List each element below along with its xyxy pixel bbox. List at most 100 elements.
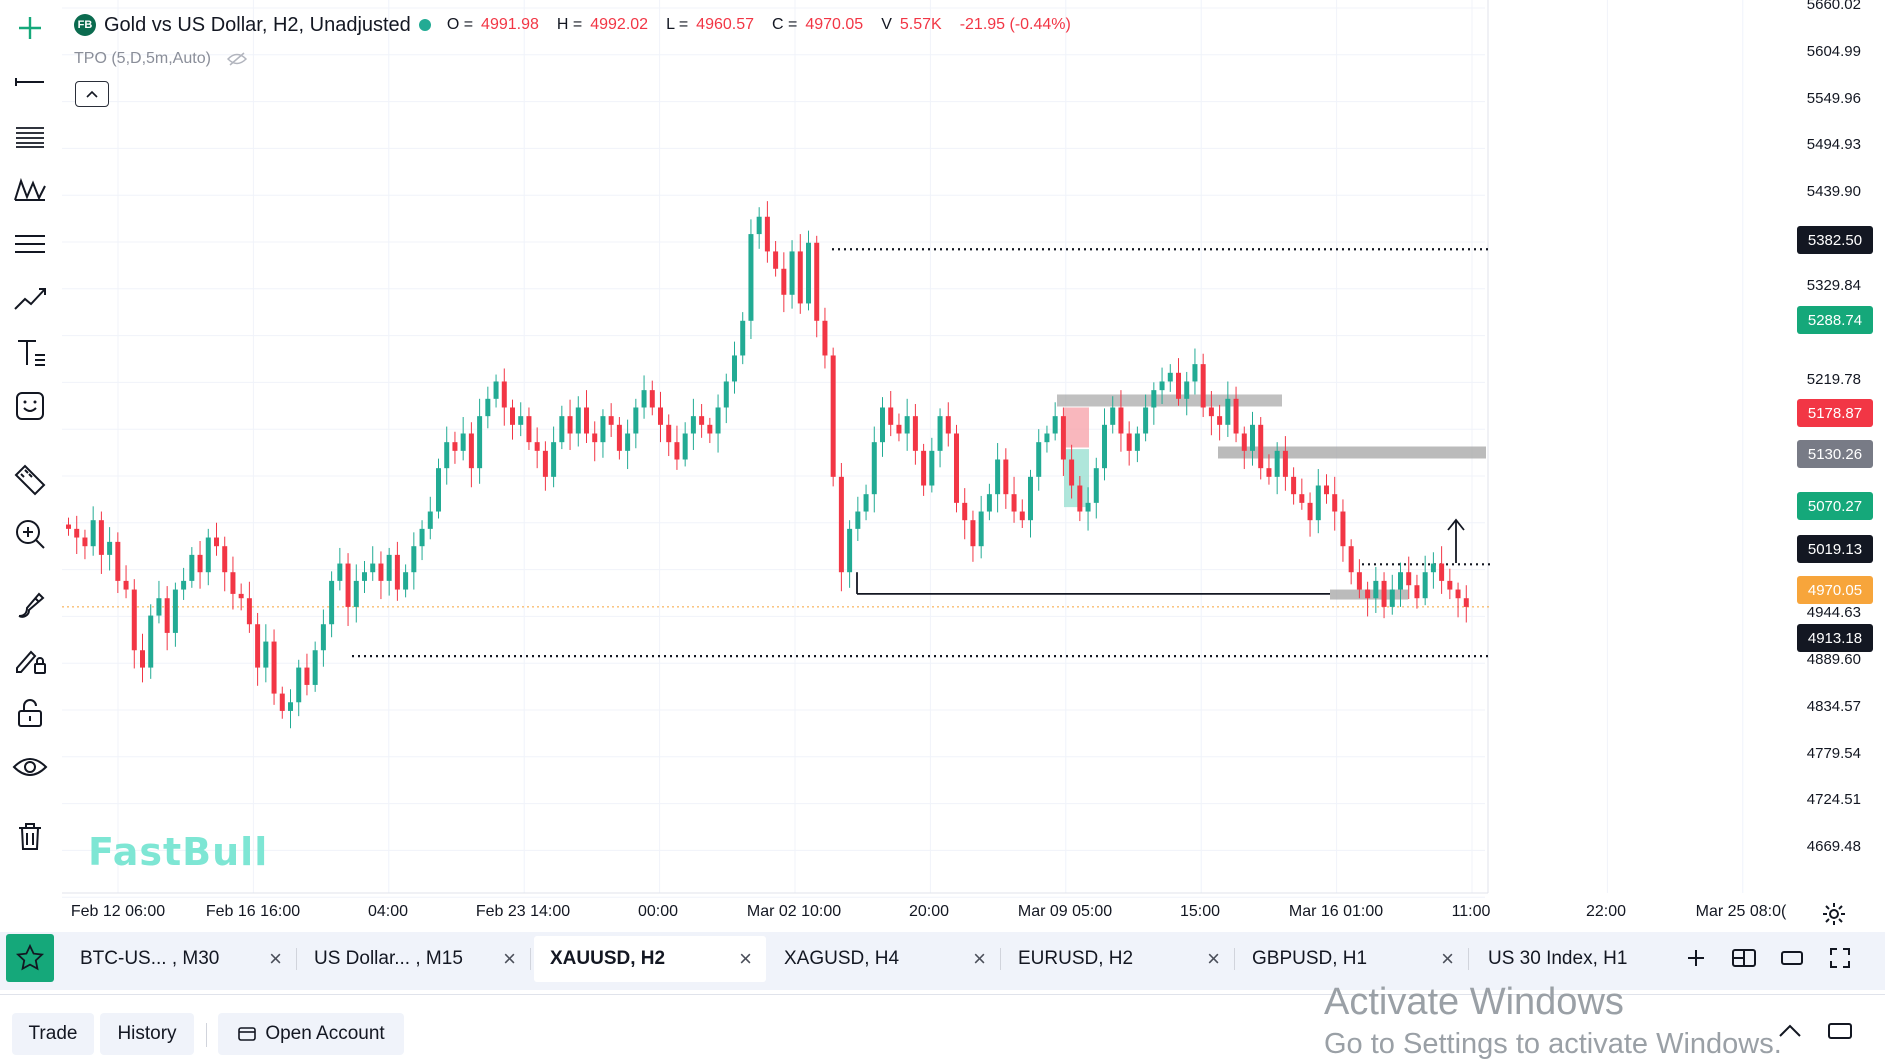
time-tick: 04:00 (367, 903, 409, 920)
close-icon[interactable]: × (739, 946, 752, 971)
time-tick: Feb 12 06:00 (70, 903, 166, 920)
price-tick: 4889.60 (1806, 651, 1861, 668)
history-button[interactable]: History (100, 1013, 194, 1055)
pattern-icon[interactable] (8, 170, 52, 210)
candle-body (197, 554, 203, 573)
price-badge-red: 5178.87 (1797, 399, 1873, 427)
time-tick: 20:00 (908, 903, 950, 920)
text-icon[interactable] (8, 332, 52, 372)
tab-label: XAGUSD, H4 (784, 948, 900, 969)
candle-body (1365, 589, 1371, 599)
candle-body (732, 355, 737, 382)
candle-body (1414, 585, 1420, 599)
candle-body (641, 390, 647, 408)
horizontal-line-icon[interactable] (8, 62, 52, 102)
trash-icon[interactable] (8, 816, 52, 856)
tab-label: GBPUSD, H1 (1252, 948, 1368, 969)
candle-body (131, 589, 137, 651)
candle-body (1011, 494, 1017, 512)
candle-body (1208, 407, 1214, 417)
candle-body (1060, 416, 1066, 460)
ohlc-low-value: 4960.57 (696, 16, 755, 33)
market-open-dot-icon (418, 19, 431, 31)
open-account-label: Open Account (265, 1023, 385, 1044)
candle-body (98, 520, 104, 555)
crosshair-icon[interactable] (8, 8, 52, 48)
candle-body (230, 572, 236, 594)
close-icon[interactable]: × (973, 946, 986, 971)
add-tab-icon[interactable] (1682, 944, 1710, 972)
eye-icon[interactable] (8, 747, 52, 787)
emoji-icon[interactable] (8, 386, 52, 426)
tab-eurusd[interactable]: EURUSD, H2 × (1002, 936, 1235, 982)
lock-icon[interactable] (8, 693, 52, 733)
chart-settings-gear-icon[interactable] (1820, 900, 1848, 928)
indicator-label[interactable]: TPO (5,D,5m,Auto) (74, 50, 211, 67)
candle-body (353, 580, 359, 607)
lock-drawing-icon[interactable] (8, 639, 52, 679)
candle-body (690, 416, 696, 434)
close-icon[interactable]: × (1207, 946, 1220, 971)
price-tick: 4944.63 (1806, 604, 1861, 621)
candle-body (863, 494, 869, 512)
symbol-title[interactable]: Gold vs US Dollar, H2, Unadjusted (104, 13, 411, 36)
candle-body (1258, 424, 1264, 469)
tab-us30[interactable]: US 30 Index, H1 (1472, 936, 1672, 982)
candle-body (411, 546, 417, 573)
arrow-annotation (1447, 518, 1465, 563)
candle-body (995, 459, 1001, 495)
hidden-eye-icon[interactable] (226, 51, 247, 67)
candle-body (888, 407, 894, 425)
time-tick: Feb 23 14:00 (475, 903, 571, 920)
price-badge-green: 5070.27 (1797, 492, 1873, 520)
price-chart[interactable] (62, 0, 1885, 935)
candle-body (1348, 546, 1354, 573)
brush-icon[interactable] (8, 585, 52, 625)
collapse-legend-button[interactable] (75, 81, 109, 107)
candle-body (1250, 424, 1255, 451)
close-icon[interactable]: × (1441, 946, 1454, 971)
panel-icon[interactable] (1826, 1017, 1854, 1045)
trade-button[interactable]: Trade (12, 1013, 94, 1055)
supply-zone (1057, 394, 1282, 407)
tab-usdollar[interactable]: US Dollar... , M15 × (298, 936, 531, 982)
layout-icon[interactable] (1730, 944, 1758, 972)
candle-body (1233, 398, 1239, 434)
fullscreen-icon[interactable] (1826, 944, 1854, 972)
favorites-button[interactable] (6, 934, 54, 982)
close-icon[interactable]: × (269, 946, 282, 971)
chevron-up-icon (86, 90, 98, 98)
close-icon[interactable]: × (503, 946, 516, 971)
candle-body (82, 537, 88, 547)
candle-body (674, 442, 680, 460)
candle-body (1381, 580, 1387, 607)
chevron-up-icon[interactable] (1776, 1017, 1804, 1045)
chart-canvas[interactable] (62, 0, 1885, 935)
window-icon[interactable] (1778, 944, 1806, 972)
zoom-in-icon[interactable] (8, 514, 52, 554)
candle-body (304, 667, 310, 685)
time-tick: 11:00 (1451, 903, 1491, 920)
candle-body (312, 650, 318, 685)
candle-body (773, 251, 779, 269)
price-tick: 5549.96 (1806, 90, 1861, 107)
ruler-icon[interactable] (8, 460, 52, 500)
candle-body (978, 511, 984, 547)
time-tick: 22:00 (1585, 903, 1627, 920)
candle-body (1036, 442, 1042, 477)
channel-icon[interactable] (8, 224, 52, 264)
candle-body (1077, 485, 1083, 512)
tab-xauusd[interactable]: XAUUSD, H2 × (534, 936, 766, 982)
candle-body (1463, 598, 1469, 607)
fib-lines-icon[interactable] (8, 116, 52, 156)
trend-line-icon[interactable] (8, 278, 52, 318)
candle-body (1159, 381, 1165, 391)
open-account-button[interactable]: Open Account (218, 1013, 404, 1055)
candle-body (822, 320, 828, 356)
tab-btc[interactable]: BTC-US... , M30 × (64, 936, 297, 982)
tab-xagusd[interactable]: XAGUSD, H4 × (768, 936, 1001, 982)
tab-gbpusd[interactable]: GBPUSD, H1 × (1236, 936, 1469, 982)
candle-body (493, 381, 499, 399)
tab-label: BTC-US... , M30 (80, 948, 220, 969)
candle-body (1126, 433, 1132, 451)
